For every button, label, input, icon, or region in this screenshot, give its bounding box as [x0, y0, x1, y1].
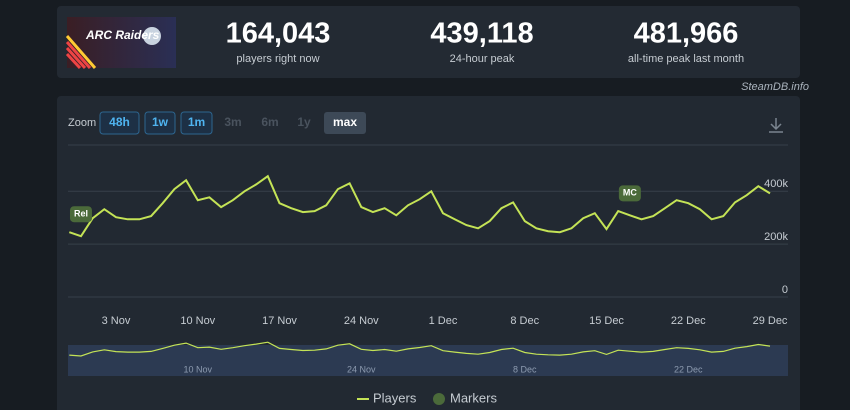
navigator-tick-label: 8 Dec [513, 364, 537, 374]
stat-value: 164,043 [226, 18, 331, 50]
marker-badge[interactable] [618, 185, 641, 202]
marker-label[interactable]: Rel [74, 209, 88, 219]
zoom-button-label: 1y [297, 115, 311, 129]
navigator-line [69, 341, 771, 357]
download-icon[interactable] [769, 118, 783, 133]
zoom-button-label[interactable]: 1w [152, 115, 169, 129]
stat-label: players right now [236, 53, 319, 65]
x-tick-label: 3 Nov [102, 315, 131, 327]
x-tick-label: 17 Nov [262, 315, 297, 327]
stat-value: 439,118 [430, 18, 533, 50]
legend-label[interactable]: Markers [450, 390, 497, 405]
navigator-tick-label: 10 Nov [183, 364, 212, 374]
x-tick-label: 8 Dec [510, 315, 539, 327]
zoom-button-label: 3m [224, 115, 241, 129]
zoom-button[interactable] [324, 112, 366, 134]
y-tick-label: 0 [782, 284, 788, 296]
stat-label: all-time peak last month [628, 53, 744, 65]
x-tick-label: 29 Dec [753, 315, 788, 327]
marker-badge[interactable] [69, 206, 92, 223]
stat-label: 24-hour peak [450, 53, 515, 65]
y-tick-label: 400k [764, 178, 788, 190]
logo-text: ARC Raiders [85, 28, 160, 42]
zoom-button-label[interactable]: max [333, 115, 357, 129]
y-tick-label: 200k [764, 231, 788, 243]
navigator-tick-label: 22 Dec [674, 364, 703, 374]
marker-label[interactable]: MC [623, 188, 637, 198]
navigator[interactable] [68, 345, 788, 376]
series-line [68, 174, 771, 238]
zoom-button-label[interactable]: 1m [188, 115, 205, 129]
navigator-tick-label: 24 Nov [347, 364, 376, 374]
stat-value: 481,966 [634, 18, 739, 50]
zoom-button[interactable] [99, 111, 140, 135]
x-tick-label: 24 Nov [344, 315, 379, 327]
chart-panel [57, 96, 800, 410]
zoom-button-label: 6m [261, 115, 278, 129]
figure [143, 27, 161, 45]
legend-label[interactable]: Players [373, 390, 417, 405]
logo-stripes [65, 41, 92, 70]
x-tick-label: 1 Dec [429, 315, 458, 327]
zoom-button-label[interactable]: 48h [109, 115, 130, 129]
x-tick-label: 15 Dec [589, 315, 624, 327]
source[interactable]: SteamDB.info [741, 81, 809, 93]
logo-stripe [65, 35, 97, 69]
zoom-button[interactable] [144, 111, 176, 135]
stats-panel [57, 6, 800, 78]
x-tick-label: 22 Dec [671, 315, 706, 327]
zoom-button[interactable] [180, 111, 213, 135]
zoom-label: Zoom [68, 117, 96, 129]
legend-swatch[interactable] [433, 393, 445, 405]
x-tick-label: 10 Nov [180, 315, 215, 327]
